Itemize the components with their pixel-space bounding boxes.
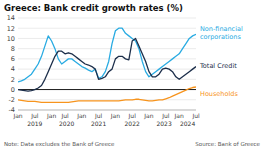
legend: Non-financialcorporations Total Credit Hou… bbox=[199, 25, 243, 97]
lines bbox=[18, 28, 196, 102]
x-tick-label: Jan bbox=[12, 112, 22, 120]
note: Source: Bank of Greece bbox=[195, 141, 260, 147]
grid-line bbox=[18, 58, 196, 59]
x-tick-label: Jul bbox=[94, 112, 103, 120]
legend-entry: Households bbox=[200, 90, 238, 98]
legend-entry: Total Credit bbox=[199, 62, 237, 70]
legend-entry: Non-financialcorporations bbox=[200, 25, 243, 41]
y-tick-label: 14 bbox=[7, 14, 15, 22]
x-tick-label: Jan bbox=[143, 112, 153, 120]
series-line bbox=[18, 38, 196, 91]
title: Greece: Bank credit growth rates (%) bbox=[4, 3, 183, 13]
y-tick-label: 0 bbox=[11, 86, 15, 94]
x-axis-line bbox=[18, 110, 196, 111]
grid bbox=[18, 18, 196, 110]
series-line bbox=[18, 87, 196, 102]
year-label: 2020 bbox=[59, 120, 74, 127]
x-tick-label: Jan bbox=[46, 112, 56, 120]
grid-line bbox=[18, 18, 196, 19]
x-tick-label: Jul bbox=[191, 112, 200, 120]
x-tick-label: Jul bbox=[60, 112, 69, 120]
x-tick-label: Jul bbox=[128, 112, 137, 120]
grid-line bbox=[18, 28, 196, 29]
y-tick-label: 4 bbox=[11, 65, 15, 73]
year-label: 2024 bbox=[180, 120, 195, 127]
y-tick-label: 8 bbox=[11, 45, 15, 53]
x-tick-label: Jan bbox=[76, 112, 86, 120]
chart: Greece: Bank credit growth rates (%)-4-2… bbox=[0, 0, 263, 150]
y-tick-label: 10 bbox=[7, 35, 15, 43]
note: Note: Data excludes the Bank of Greece bbox=[4, 141, 115, 147]
x-tick-label: Jan bbox=[174, 112, 184, 120]
zero-line bbox=[18, 89, 196, 90]
year-label: 2022 bbox=[125, 120, 140, 127]
y-tick-label: -2 bbox=[9, 96, 15, 104]
y-tick-label: 6 bbox=[11, 55, 15, 63]
year-label: 2019 bbox=[27, 120, 42, 127]
x-tick-label: Jul bbox=[30, 112, 39, 120]
legend-line: corporations bbox=[200, 33, 241, 41]
y-tick-label: 2 bbox=[11, 76, 15, 84]
year-label: 2023 bbox=[156, 120, 171, 127]
grid-line bbox=[18, 38, 196, 39]
grid-line bbox=[18, 110, 196, 111]
legend-line: Total Credit bbox=[199, 62, 237, 70]
x-tick-label: Jan bbox=[110, 112, 120, 120]
x-tick-label: Jul bbox=[161, 112, 170, 120]
legend-line: Households bbox=[200, 90, 238, 98]
grid-line bbox=[18, 99, 196, 100]
year-label: 2021 bbox=[91, 120, 106, 127]
y-tick-label: 12 bbox=[7, 25, 15, 33]
